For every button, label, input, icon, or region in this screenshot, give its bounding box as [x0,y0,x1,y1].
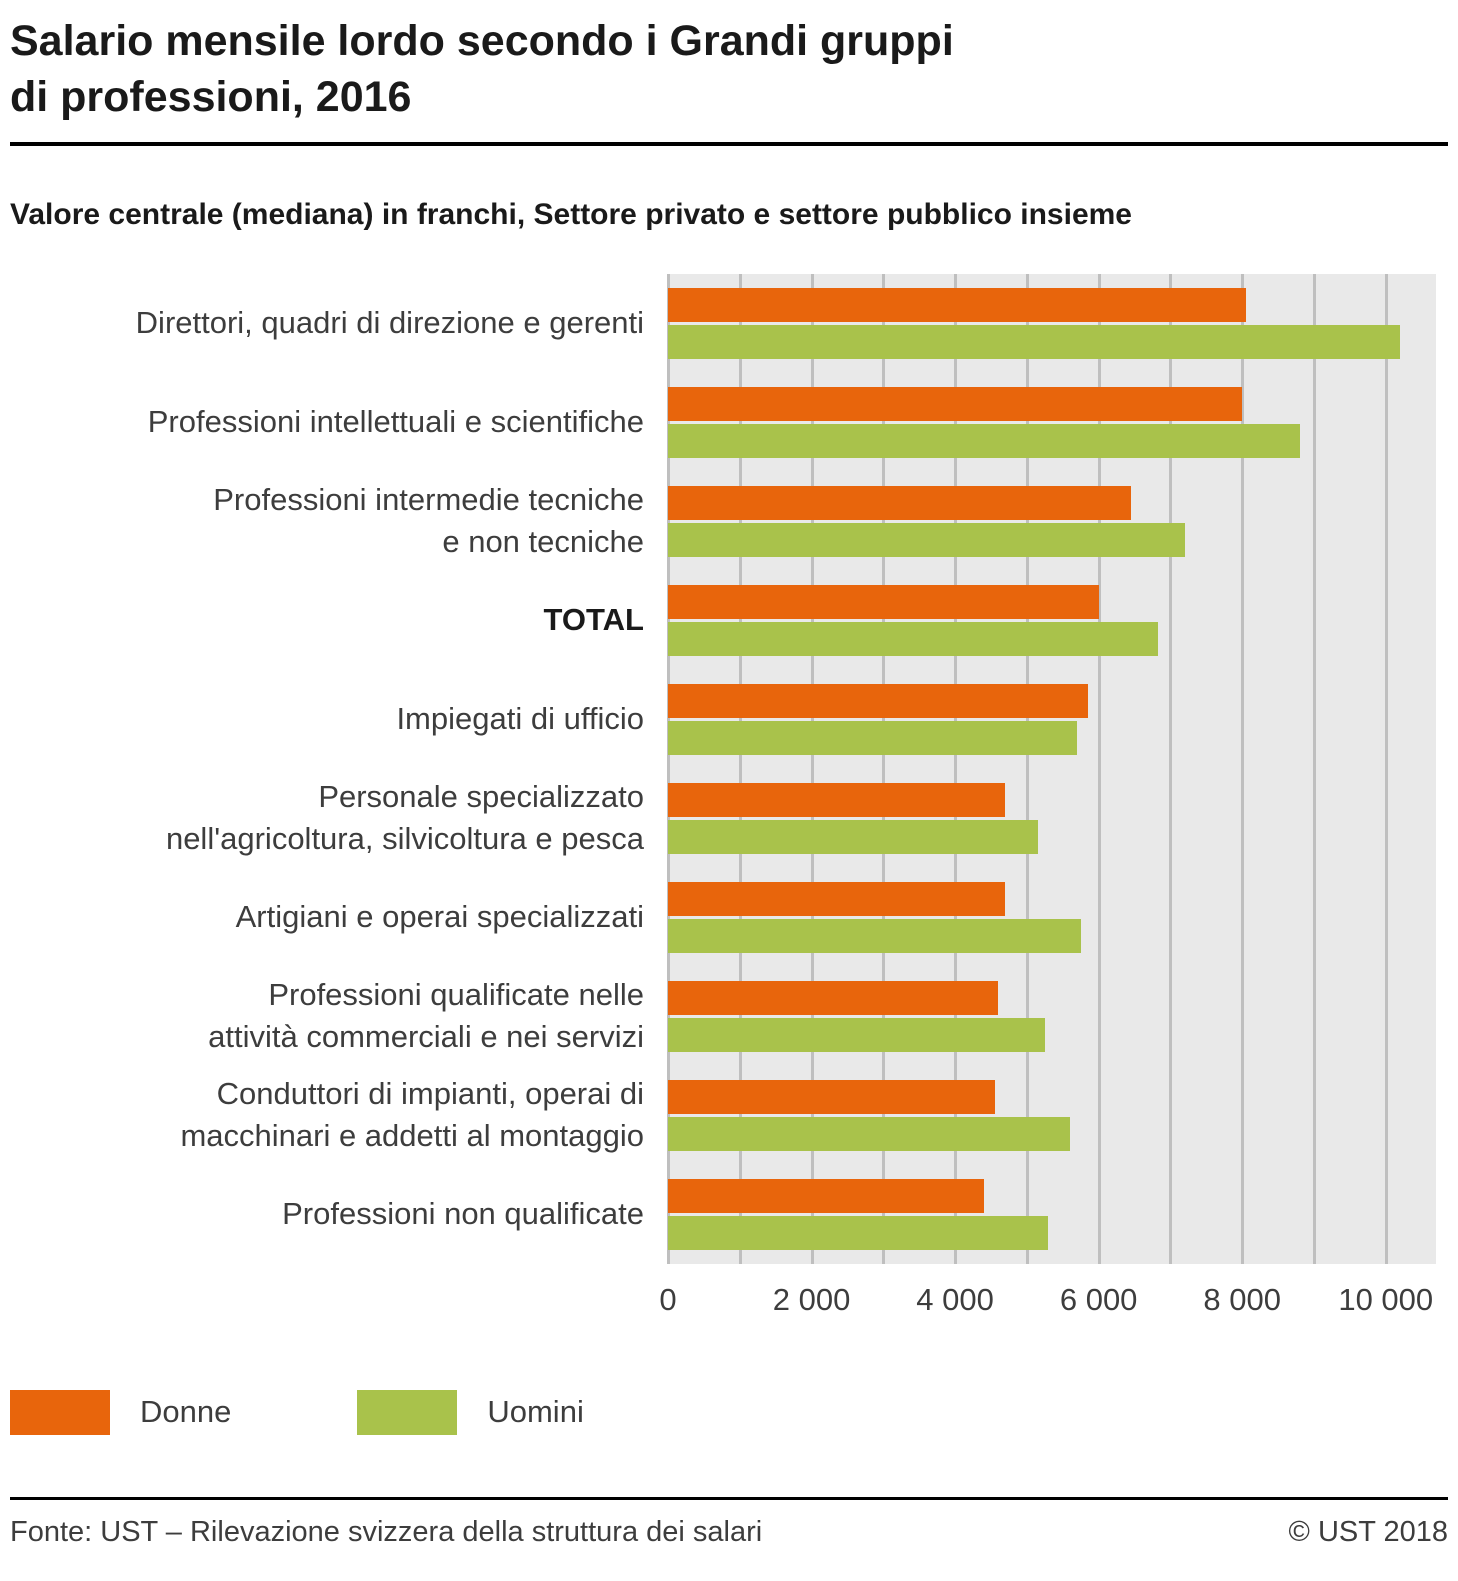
bar-uomini [668,522,1185,557]
legend: Donne Uomini [10,1389,1448,1435]
bar-donne [668,1178,984,1213]
bar-uomini [668,819,1038,854]
category-labels-column: Direttori, quadri di direzione e gerenti… [10,274,668,1264]
bar-row [668,1066,1436,1165]
x-axis: 0 2 000 4 000 6 000 8 000 10 000 [659,1264,1436,1322]
footer: Fonte: UST – Rilevazione svizzera della … [10,1516,1448,1549]
bar-uomini [668,720,1078,755]
bar-row [668,472,1436,571]
bar-uomini [668,918,1081,953]
bar-uomini [668,423,1300,458]
category-label: Artigiani e operai specializzati [235,899,644,935]
bar-row [668,1165,1436,1264]
x-axis-tick-label: 2 000 [772,1281,851,1317]
x-axis-tick-label: 4 000 [916,1281,994,1317]
gridline [1384,273,1388,1264]
bar-row [668,967,1436,1066]
gridline [1169,273,1173,1264]
legend-label-uomini: Uomini [487,1394,584,1430]
bar-uomini [668,1215,1049,1250]
gridline [1241,273,1245,1264]
gridline [1097,273,1101,1264]
category-label: Personale specializzato nell'agricoltura… [165,779,644,857]
bar-donne [668,287,1246,322]
category-label: Conduttori di impianti, operai di macchi… [180,1076,644,1154]
bar-row [668,274,1436,373]
bar-uomini [668,324,1401,359]
gridline [1312,273,1316,1264]
bar-row [668,571,1436,670]
bar-row [668,670,1436,769]
x-axis-tick-label: 8 000 [1203,1281,1281,1317]
bar-row [668,769,1436,868]
gridline [882,273,886,1264]
x-axis-tick-label: 10 000 [1338,1281,1434,1317]
bar-donne [668,386,1243,421]
bar-row [668,373,1436,472]
bar-chart: Direttori, quadri di direzione e gerenti… [10,273,1448,1264]
category-label: Direttori, quadri di direzione e gerenti [135,305,644,341]
bar-donne [668,683,1088,718]
bar-row [668,868,1436,967]
category-label: Professioni intermedie tecniche e non te… [213,482,644,560]
bar-donne [668,1079,995,1114]
bar-uomini [668,621,1159,656]
gridline [738,273,742,1264]
bar-donne [668,485,1131,520]
category-label: Impiegati di ufficio [396,701,644,737]
category-label: TOTAL [543,602,644,638]
chart-title: Salario mensile lordo secondo i Grandi g… [10,17,954,121]
bar-donne [668,782,1006,817]
x-axis-tick-label: 6 000 [1059,1281,1138,1317]
copyright-note: © UST 2018 [1288,1515,1448,1548]
plot-area [667,273,1436,1264]
gridline [810,273,814,1264]
chart-subtitle: Valore centrale (mediana) in franchi, Se… [10,197,1132,231]
bar-donne [668,881,1006,916]
x-axis-tick-label: 0 [659,1281,677,1317]
category-label: Professioni intellettuali e scientifiche [147,404,644,440]
footer-divider [10,1496,1448,1500]
gridline [954,273,958,1264]
legend-item-donne: Donne [10,1389,232,1435]
bar-donne [668,980,999,1015]
legend-swatch-uomini [357,1389,458,1435]
bar-donne [668,584,1099,619]
category-label: Professioni non qualificate [282,1196,644,1232]
title-divider [10,141,1448,146]
bar-uomini [668,1017,1045,1052]
gridline [667,273,670,1264]
legend-label-donne: Donne [140,1394,232,1430]
legend-swatch-donne [10,1389,110,1435]
category-label: Professioni qualificate nelle attività c… [208,977,644,1055]
bar-uomini [668,1116,1070,1151]
legend-item-uomini: Uomini [357,1389,584,1435]
source-note: Fonte: UST – Rilevazione svizzera della … [10,1515,763,1548]
gridline [1025,273,1029,1264]
